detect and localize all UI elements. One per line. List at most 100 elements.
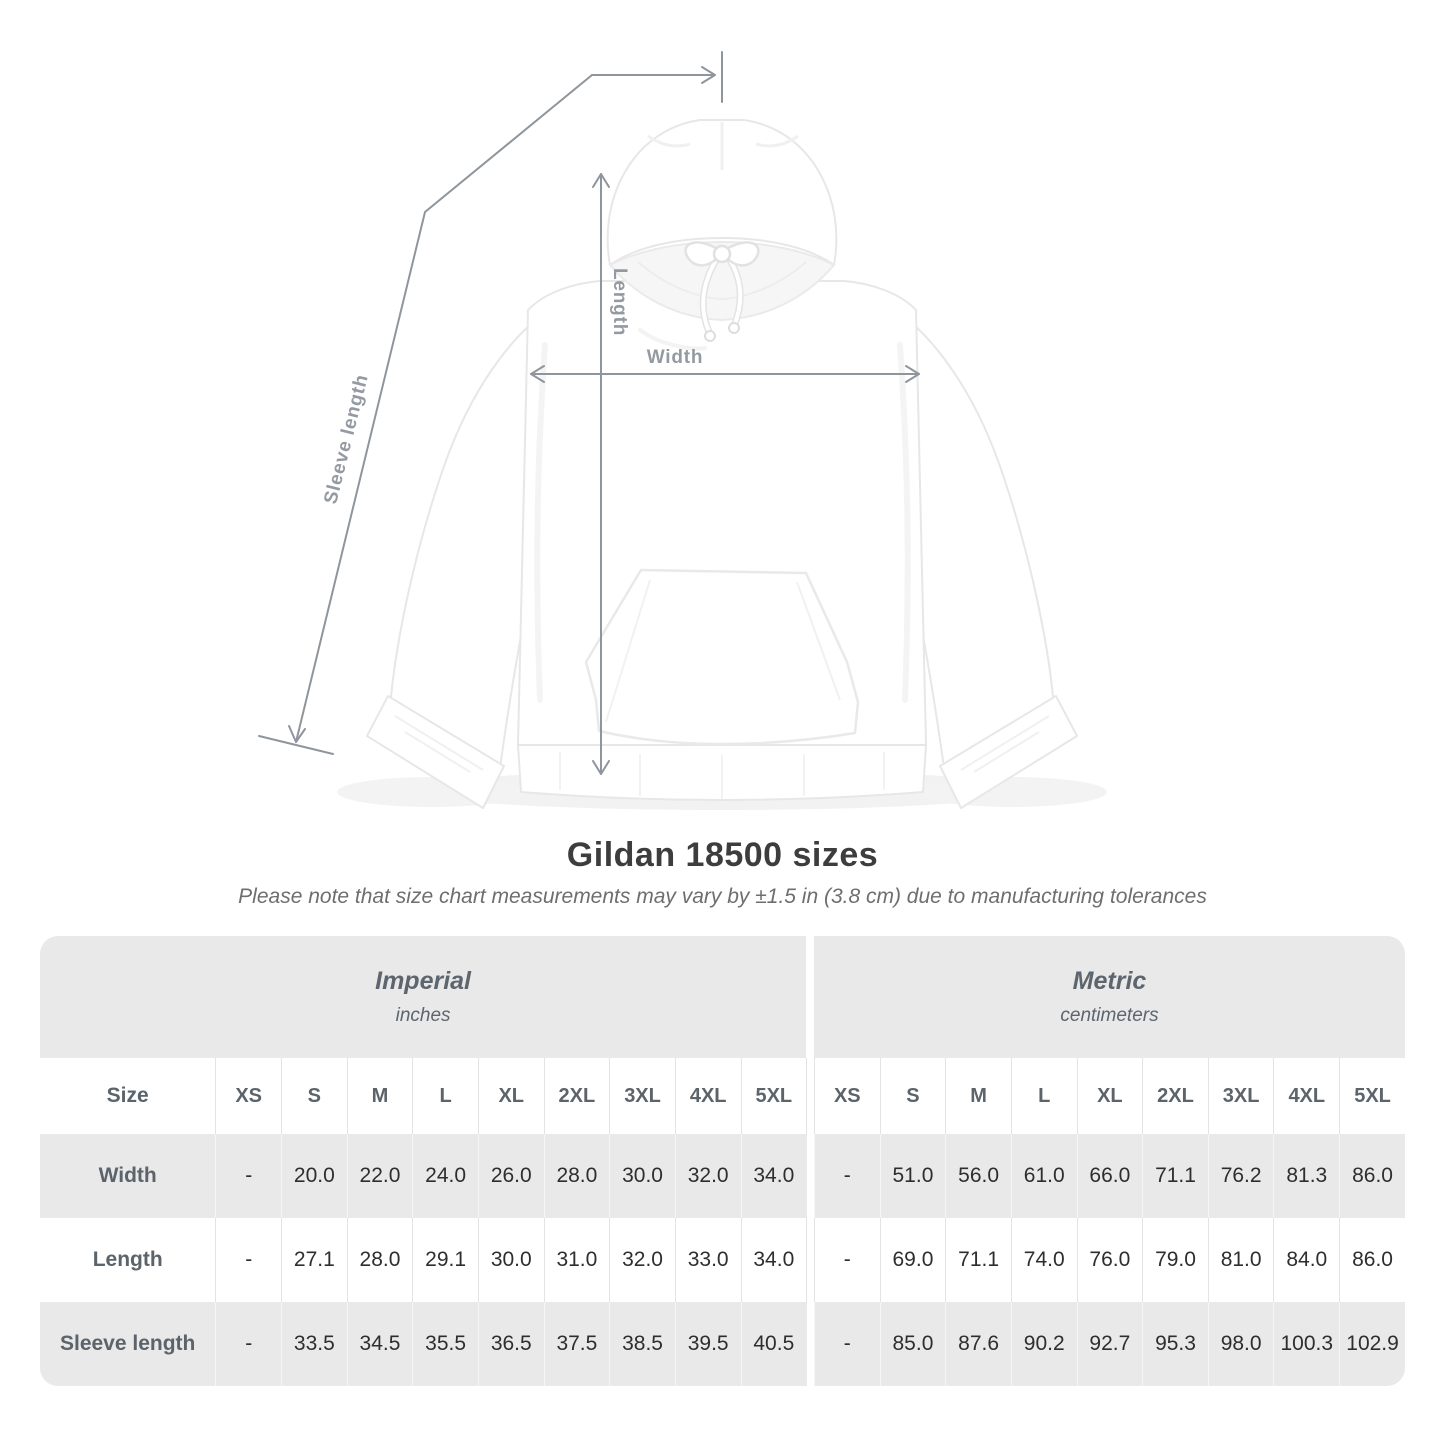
length-row: Length - 27.1 28.0 29.1 30.0 31.0 32.0 3…	[40, 1218, 1405, 1302]
value-cell: 28.0	[543, 1134, 610, 1218]
value-cell: 24.0	[412, 1134, 478, 1218]
size-header: Size	[40, 1058, 216, 1134]
value-cell: 86.0	[1339, 1218, 1405, 1302]
size-col-header: M	[346, 1058, 413, 1134]
imperial-unit: inches	[395, 1005, 451, 1026]
value-cell: 32.0	[609, 1218, 675, 1302]
length-arrow	[592, 173, 610, 775]
tolerance-note: Please note that size chart measurements…	[238, 885, 1207, 908]
size-col-header: 4XL	[674, 1058, 741, 1134]
length-measure-label: Length	[609, 268, 630, 336]
value-cell: 92.7	[1076, 1302, 1143, 1386]
value-cell: 32.0	[674, 1134, 741, 1218]
value-cell: 22.0	[346, 1134, 413, 1218]
metric-band: Metric centimeters	[813, 936, 1405, 1058]
value-cell: 34.0	[740, 1134, 807, 1218]
size-table-container: Imperial inches Metric centimeters Size …	[40, 936, 1405, 1386]
value-cell: -	[813, 1218, 880, 1302]
drawstring-bow	[684, 241, 760, 342]
hoodie-measurement-diagram: Length Width Sleeve length	[258, 51, 1107, 810]
width-measure-label: Width	[647, 347, 704, 368]
value-cell: 98.0	[1207, 1302, 1274, 1386]
value-cell: 100.3	[1273, 1302, 1340, 1386]
value-cell: 31.0	[543, 1218, 610, 1302]
sleeve-length-row: Sleeve length - 33.5 34.5 35.5 36.5 37.5…	[40, 1302, 1405, 1386]
size-col-header: 3XL	[609, 1058, 675, 1134]
size-col-header: 2XL	[543, 1058, 610, 1134]
value-cell: 38.5	[609, 1302, 675, 1386]
value-cell: 84.0	[1273, 1218, 1340, 1302]
sleeve-length-measure-label: Sleeve length	[320, 372, 373, 506]
metric-label: Metric	[1072, 967, 1147, 995]
imperial-band: Imperial inches	[40, 936, 807, 1058]
value-cell: 102.9	[1339, 1302, 1405, 1386]
size-col-header: L	[1010, 1058, 1077, 1134]
value-cell: 20.0	[281, 1134, 347, 1218]
group-gap	[806, 1218, 814, 1302]
value-cell: 33.5	[281, 1302, 347, 1386]
size-col-header: S	[879, 1058, 946, 1134]
hood	[606, 119, 838, 322]
value-cell: 76.0	[1076, 1218, 1143, 1302]
value-cell: -	[813, 1134, 880, 1218]
size-col-header: XS	[813, 1058, 880, 1134]
value-cell: 51.0	[879, 1134, 946, 1218]
cuff-ribbing	[394, 715, 1050, 773]
value-cell: 34.0	[740, 1218, 807, 1302]
value-cell: 30.0	[477, 1218, 544, 1302]
value-cell: 86.0	[1339, 1134, 1405, 1218]
value-cell: 56.0	[945, 1134, 1011, 1218]
value-cell: 69.0	[879, 1218, 946, 1302]
value-cell: 33.0	[674, 1218, 741, 1302]
value-cell: 37.5	[543, 1302, 610, 1386]
size-col-header: 2XL	[1142, 1058, 1208, 1134]
size-col-header: XS	[215, 1058, 282, 1134]
value-cell: 27.1	[281, 1218, 347, 1302]
size-col-header: S	[281, 1058, 347, 1134]
value-cell: 81.0	[1207, 1218, 1274, 1302]
size-col-header: XL	[1076, 1058, 1143, 1134]
imperial-label: Imperial	[375, 967, 471, 995]
group-gap	[806, 1058, 814, 1134]
metric-unit: centimeters	[1060, 1005, 1159, 1026]
hoodie-illustration: Length Width Sleeve length	[258, 51, 1107, 810]
size-col-header: 3XL	[1207, 1058, 1274, 1134]
value-cell: 66.0	[1076, 1134, 1143, 1218]
unit-band-row: Imperial inches Metric centimeters	[40, 936, 1405, 1058]
value-cell: 26.0	[477, 1134, 544, 1218]
size-col-header: L	[412, 1058, 478, 1134]
value-cell: -	[215, 1134, 282, 1218]
sleeve-length-arrow	[258, 51, 723, 755]
value-cell: 79.0	[1142, 1218, 1208, 1302]
size-table: Imperial inches Metric centimeters Size …	[40, 936, 1405, 1386]
kangaroo-pocket	[584, 568, 860, 746]
value-cell: 30.0	[609, 1134, 675, 1218]
size-col-header: 5XL	[1339, 1058, 1405, 1134]
value-cell: 39.5	[674, 1302, 741, 1386]
size-header-row: Size XS S M L XL 2XL 3XL 4XL 5XL XS S M …	[40, 1058, 1405, 1134]
value-cell: 36.5	[477, 1302, 544, 1386]
size-col-header: XL	[477, 1058, 544, 1134]
value-cell: 76.2	[1207, 1134, 1274, 1218]
band-gap	[806, 936, 814, 1058]
value-cell: 85.0	[879, 1302, 946, 1386]
page-title: Gildan 18500 sizes	[566, 836, 879, 874]
value-cell: 81.3	[1273, 1134, 1340, 1218]
value-cell: 40.5	[740, 1302, 807, 1386]
size-col-header: M	[945, 1058, 1011, 1134]
value-cell: 35.5	[412, 1302, 478, 1386]
value-cell: 28.0	[346, 1218, 413, 1302]
group-gap	[806, 1134, 814, 1218]
value-cell: 71.1	[1142, 1134, 1208, 1218]
width-arrow	[530, 365, 920, 383]
value-cell: -	[215, 1218, 282, 1302]
value-cell: 95.3	[1142, 1302, 1208, 1386]
value-cell: 71.1	[945, 1218, 1011, 1302]
value-cell: -	[215, 1302, 282, 1386]
value-cell: 74.0	[1010, 1218, 1077, 1302]
row-label: Length	[40, 1218, 216, 1302]
value-cell: 61.0	[1010, 1134, 1077, 1218]
width-row: Width - 20.0 22.0 24.0 26.0 28.0 30.0 32…	[40, 1134, 1405, 1218]
value-cell: 29.1	[412, 1218, 478, 1302]
